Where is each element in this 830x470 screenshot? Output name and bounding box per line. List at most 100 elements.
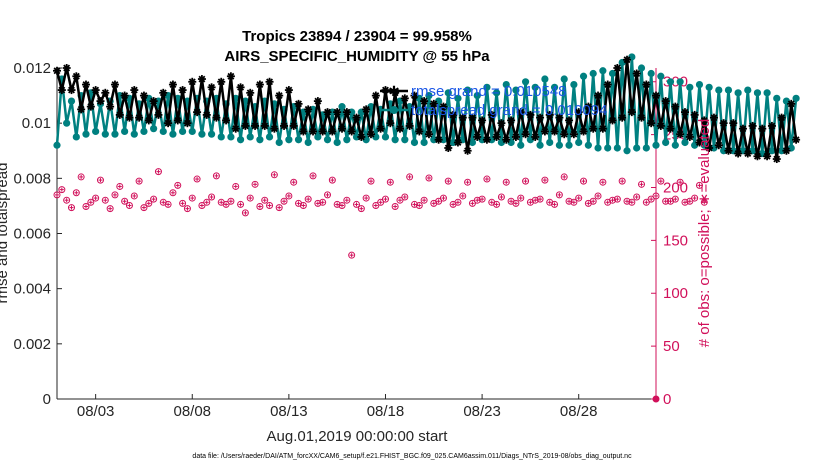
totalspread-point bbox=[691, 141, 699, 149]
obs-count-point bbox=[570, 198, 578, 206]
obs-count-point bbox=[522, 177, 530, 185]
left-y-tick-label: 0.006 bbox=[13, 226, 51, 243]
rmse-point bbox=[115, 110, 124, 119]
rmse-point bbox=[584, 102, 593, 111]
obs-count-point bbox=[203, 198, 211, 206]
rmse-point bbox=[782, 146, 791, 155]
legend: ✱ rmse grand = 0.010548 totalspread gran… bbox=[380, 83, 607, 119]
totalspread-point bbox=[560, 75, 568, 83]
x-ticks: 08/03 08/08 08/13 08/18 08/23 08/28 bbox=[77, 394, 598, 420]
totalspread-point bbox=[362, 136, 370, 144]
obs-count-point bbox=[304, 195, 312, 203]
obs-count-point bbox=[464, 178, 472, 186]
legend-totalspread-marker bbox=[390, 106, 398, 114]
totalspread-point bbox=[410, 138, 419, 147]
totalspread-point bbox=[367, 103, 375, 111]
rmse-point bbox=[777, 113, 786, 122]
totalspread-point bbox=[628, 53, 636, 61]
totalspread-point bbox=[338, 103, 346, 111]
rmse-point bbox=[487, 110, 496, 119]
totalspread-point bbox=[565, 141, 573, 149]
x-tick-label: 08/13 bbox=[270, 403, 308, 420]
totalspread-point bbox=[575, 138, 583, 147]
obs-count-point bbox=[551, 200, 559, 208]
totalspread-point bbox=[782, 97, 791, 105]
left-y-tick-label: 0.002 bbox=[13, 336, 51, 353]
rmse-point bbox=[366, 130, 375, 139]
rmse-point bbox=[792, 135, 801, 144]
left-y-tick-label: 0.004 bbox=[13, 281, 51, 298]
totalspread-point bbox=[536, 141, 544, 149]
x-tick-label: 08/28 bbox=[560, 403, 598, 420]
totalspread-point bbox=[555, 141, 563, 149]
rmse-point bbox=[318, 127, 327, 136]
totalspread-point bbox=[613, 144, 621, 152]
legend-totalspread-label: totalspread grand = 0.010094 bbox=[411, 102, 607, 119]
legend-rmse-label: rmse grand = 0.010548 bbox=[411, 83, 567, 100]
obs-count-point bbox=[681, 198, 689, 206]
rmse-point bbox=[478, 116, 487, 125]
totalspread-point bbox=[454, 94, 462, 102]
obs-count-point bbox=[183, 205, 191, 213]
rmse-point bbox=[444, 143, 453, 152]
obs-count-point bbox=[367, 177, 375, 185]
rmse-point bbox=[347, 127, 356, 136]
totalspread-point bbox=[256, 136, 264, 144]
rmse-point bbox=[560, 130, 569, 139]
rmse-point bbox=[183, 119, 192, 128]
obs-count-point bbox=[164, 200, 172, 208]
rmse-point bbox=[473, 132, 482, 141]
right-y-tick-label: 300 bbox=[663, 74, 688, 91]
rmse-point bbox=[77, 105, 86, 114]
totalspread-point bbox=[159, 127, 167, 136]
rmse-point bbox=[101, 88, 110, 97]
rmse-point bbox=[429, 99, 438, 108]
rmse-point bbox=[545, 110, 554, 119]
obs-count-point bbox=[502, 178, 510, 186]
totalspread-point bbox=[396, 97, 404, 105]
rmse-point bbox=[120, 91, 129, 100]
totalspread-point bbox=[82, 130, 90, 138]
obs-count-point bbox=[150, 195, 158, 203]
obs-count-point bbox=[232, 182, 240, 190]
totalspread-point bbox=[531, 83, 539, 91]
totalspread-point bbox=[734, 89, 742, 97]
obs-count-point bbox=[77, 173, 85, 181]
totalspread-point bbox=[633, 144, 641, 152]
rmse-point bbox=[772, 155, 781, 164]
rmse-point bbox=[656, 121, 665, 130]
obs-count-point bbox=[512, 199, 520, 207]
x-tick-label: 08/03 bbox=[77, 403, 115, 420]
rmse-point bbox=[338, 124, 347, 133]
obs-count-point bbox=[700, 198, 708, 206]
obs-count-point bbox=[348, 251, 356, 259]
obs-count-point bbox=[386, 178, 394, 186]
rmse-point bbox=[705, 143, 714, 152]
totalspread-point bbox=[53, 141, 61, 149]
totalspread-point bbox=[464, 86, 472, 94]
rmse-point bbox=[748, 121, 757, 130]
rmse-point bbox=[275, 91, 284, 100]
rmse-point bbox=[695, 138, 704, 147]
totalspread-point bbox=[521, 78, 530, 86]
totalspread-point bbox=[246, 133, 254, 141]
rmse-point bbox=[106, 102, 115, 111]
rmse-point bbox=[666, 124, 675, 133]
rmse-point bbox=[468, 113, 477, 122]
totalspread-point bbox=[550, 83, 559, 91]
obs-count-point bbox=[241, 209, 249, 217]
totalspread-point bbox=[425, 91, 433, 100]
rmse-point bbox=[110, 80, 119, 89]
rmse-point bbox=[652, 91, 660, 100]
obs-count-point bbox=[179, 199, 187, 207]
totalspread-point bbox=[265, 133, 274, 141]
rmse-point bbox=[627, 108, 636, 117]
totalspread-point bbox=[473, 91, 481, 100]
obs-count-point bbox=[647, 195, 655, 203]
totalspread-point bbox=[589, 69, 597, 78]
rmse-point bbox=[193, 108, 202, 117]
rmse-point bbox=[144, 116, 153, 125]
rmse-point bbox=[574, 108, 583, 117]
obs-count-point bbox=[695, 181, 703, 189]
totalspread-point bbox=[372, 133, 380, 141]
